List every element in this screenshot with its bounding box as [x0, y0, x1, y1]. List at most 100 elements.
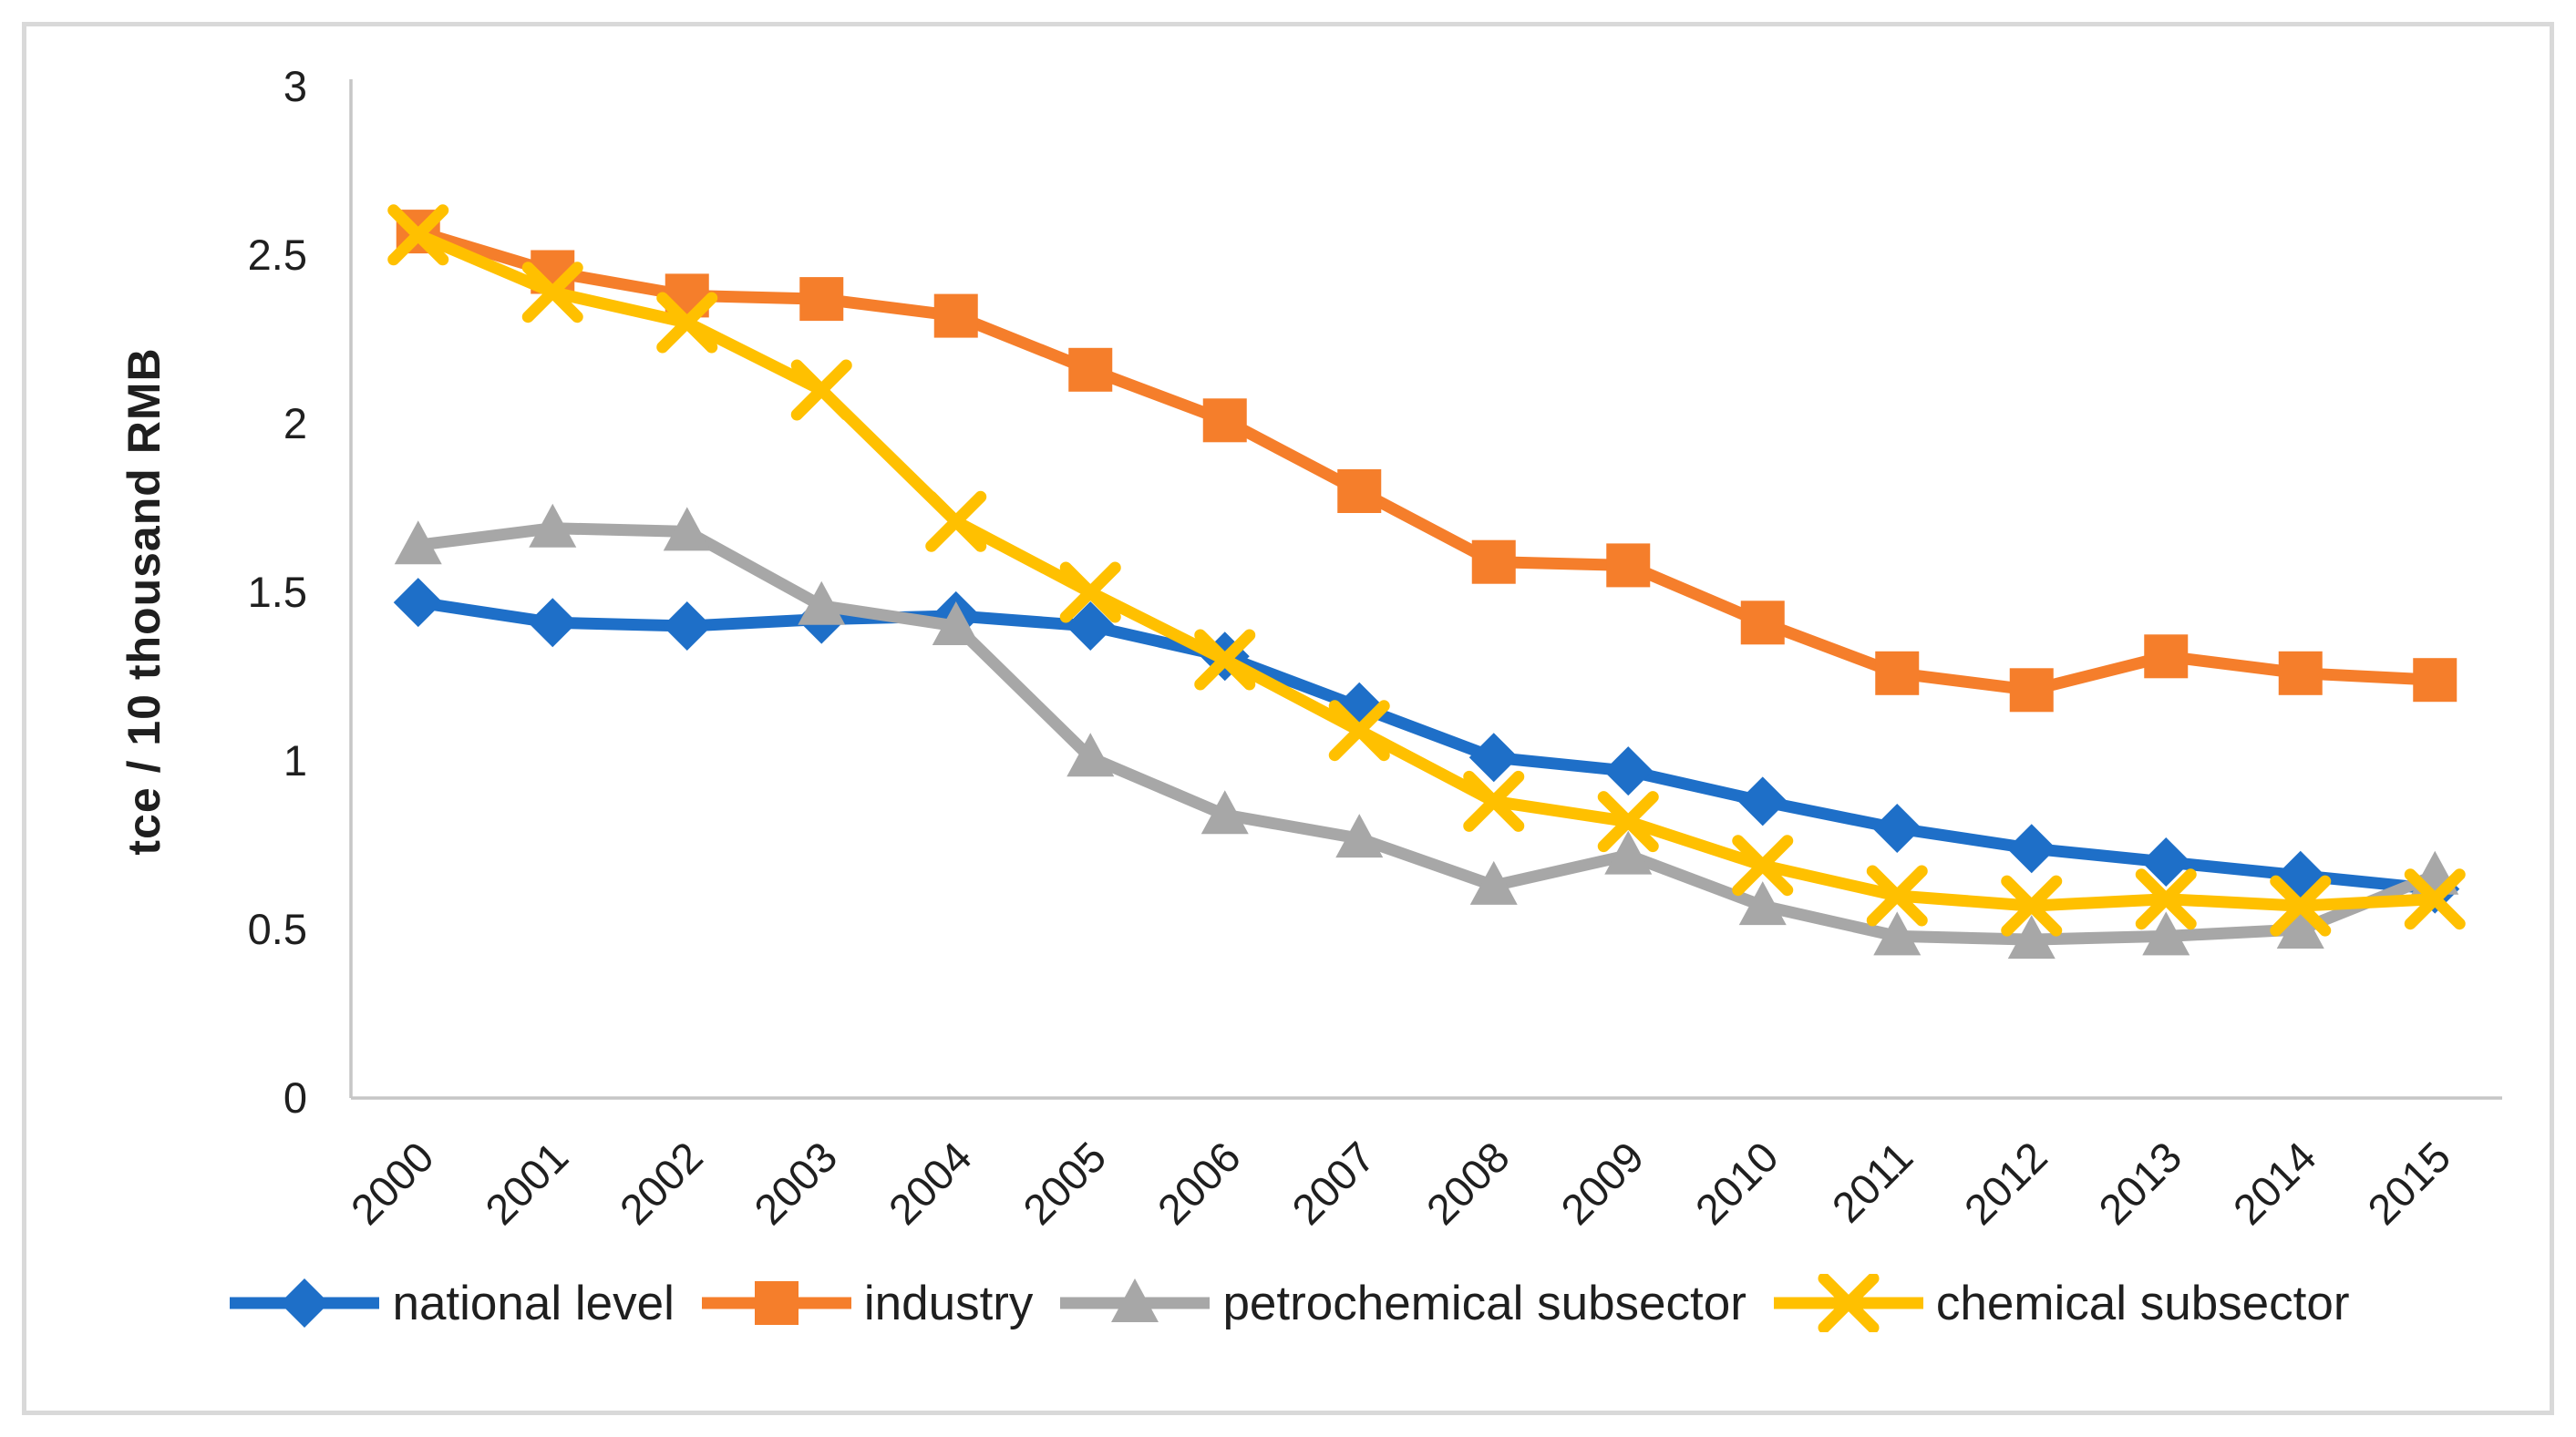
series-petrochemical-subsector-line: [412, 522, 2441, 946]
series-industry-marker-2003: [799, 277, 844, 322]
series-chemical-subsector-marker-2001: [521, 262, 583, 323]
series-industry-marker-2011: [1875, 651, 1920, 695]
series-petrochemical-subsector-marker-2000: [394, 520, 442, 565]
series-petrochemical-subsector-marker-2006: [1200, 790, 1249, 835]
series-industry-marker-2013: [2144, 634, 2189, 679]
series-national-level-marker-2012: [2006, 824, 2056, 874]
series-industry-marker-2007: [1337, 469, 1382, 513]
series-chemical-subsector-marker-2013: [2135, 868, 2197, 930]
x-tick-label-2009: 2009: [1551, 1133, 1653, 1234]
x-tick-label-2005: 2005: [1014, 1133, 1115, 1234]
series-petrochemical-subsector-marker-2008: [1469, 860, 1518, 905]
triangle-marker-icon: [1111, 1278, 1159, 1322]
series-national-level-marker-2010: [1737, 776, 1788, 826]
square-marker-icon: [754, 1281, 799, 1325]
x-tick-label-2011: 2011: [1822, 1133, 1922, 1232]
series-petrochemical-subsector-marker-2009: [1604, 830, 1653, 875]
x-tick-label-2001: 2001: [476, 1133, 577, 1234]
x-tick-label-2012: 2012: [1954, 1133, 2056, 1234]
series-industry-marker-2014: [2278, 651, 2323, 695]
diamond-marker-icon: [280, 1278, 330, 1328]
legend-item-chemical-subsector: chemical subsector: [1770, 1274, 2350, 1332]
legend: national level industry petrochemical subs…: [0, 1274, 2576, 1332]
series-chemical-subsector-marker-2003: [790, 359, 852, 421]
series-petrochemical-subsector-marker-2002: [663, 507, 711, 551]
x-tick-label-2002: 2002: [610, 1133, 711, 1234]
series-chemical-subsector-marker-2005: [1059, 561, 1121, 623]
series-industry-marker-2004: [933, 293, 978, 338]
x-tick-label-2000: 2000: [341, 1133, 442, 1234]
series-petrochemical-subsector-marker-2013: [2142, 911, 2190, 956]
legend-marker-chemical-subsector-icon: [1773, 1274, 1923, 1332]
series-chemical-subsector-marker-2000: [387, 204, 449, 266]
series-chemical-subsector-marker-2006: [1194, 629, 1256, 691]
series-chemical-subsector-marker-2007: [1328, 700, 1390, 762]
series-national-level-marker-2000: [393, 578, 443, 628]
x-tick-label-2015: 2015: [2358, 1133, 2459, 1234]
series-petrochemical-subsector-marker-2004: [932, 601, 980, 645]
series-petrochemical-subsector-marker-2014: [2276, 905, 2324, 949]
series-industry-marker-2015: [2413, 658, 2458, 703]
y-tick-label-0.5: 0.5: [248, 905, 307, 953]
series-petrochemical-subsector-marker-2007: [1335, 814, 1384, 858]
legend-item-national-level: national level: [226, 1274, 675, 1332]
x-tick-label-2014: 2014: [2223, 1133, 2324, 1234]
series-chemical-subsector-marker-2009: [1597, 791, 1659, 853]
x-cross-marker-icon: [1818, 1274, 1880, 1332]
series-national-level-marker-2001: [528, 598, 578, 648]
y-tick-label-1.5: 1.5: [248, 568, 307, 616]
legend-marker-industry-icon: [701, 1281, 851, 1325]
x-tick-label-2008: 2008: [1417, 1133, 1518, 1234]
series-chemical-subsector-marker-2010: [1732, 835, 1794, 897]
series-national-level-marker-2013: [2141, 837, 2191, 887]
y-tick-label-2: 2: [283, 399, 307, 447]
series-petrochemical-subsector-marker-2010: [1738, 881, 1787, 926]
y-tick-label-2.5: 2.5: [248, 231, 307, 279]
series-chemical-subsector-marker-2015: [2404, 868, 2466, 930]
legend-label-industry: industry: [863, 1276, 1034, 1330]
x-tick-label-2006: 2006: [1148, 1133, 1249, 1234]
series-chemical-subsector-marker-2004: [925, 490, 987, 552]
series-petrochemical-subsector-marker-2012: [2007, 915, 2056, 960]
series-national-level-marker-2005: [1066, 601, 1116, 651]
x-tick-label-2003: 2003: [745, 1133, 846, 1234]
y-tick-label-0: 0: [283, 1073, 307, 1122]
series-national-level-line: [412, 596, 2441, 896]
series-industry-marker-2006: [1202, 398, 1247, 443]
series-industry-marker-2008: [1471, 539, 1516, 584]
series-industry-marker-2010: [1740, 600, 1785, 645]
series-industry-marker-2009: [1606, 543, 1651, 588]
y-tick-label-3: 3: [283, 62, 307, 110]
series-petrochemical-subsector-marker-2003: [798, 580, 846, 625]
series-industry-marker-2012: [2009, 668, 2054, 713]
x-tick-label-2010: 2010: [1685, 1133, 1787, 1234]
series-chemical-subsector-line: [412, 229, 2441, 912]
legend-marker-national-level-icon: [230, 1278, 380, 1328]
legend-marker-petrochemical-subsector-icon: [1060, 1278, 1211, 1322]
series-petrochemical-subsector-marker-2001: [529, 503, 577, 548]
series-chemical-subsector-marker-2012: [2001, 875, 2063, 937]
legend-item-industry: industry: [698, 1274, 1034, 1332]
series-industry-line: [412, 225, 2441, 696]
x-tick-label-2007: 2007: [1283, 1133, 1384, 1234]
series-petrochemical-subsector-marker-2011: [1873, 911, 1922, 956]
series-national-level-marker-2011: [1872, 804, 1922, 853]
series-petrochemical-subsector-marker-2005: [1066, 733, 1115, 777]
series-chemical-subsector-marker-2002: [656, 292, 718, 354]
x-tick-label-2004: 2004: [879, 1133, 980, 1234]
y-axis-title: tce / 10 thousand RMB: [118, 347, 170, 856]
y-tick-label-1: 1: [283, 736, 307, 785]
series-chemical-subsector-marker-2011: [1866, 865, 1928, 927]
series-national-level-marker-2002: [662, 601, 712, 651]
series-national-level-marker-2009: [1603, 746, 1654, 796]
series-national-level-marker-2008: [1468, 733, 1519, 783]
legend-label-national-level: national level: [392, 1276, 675, 1330]
x-tick-label-2013: 2013: [2089, 1133, 2190, 1234]
legend-item-petrochemical-subsector: petrochemical subsector: [1056, 1274, 1747, 1332]
legend-label-chemical-subsector: chemical subsector: [1935, 1276, 2350, 1330]
series-chemical-subsector-marker-2008: [1463, 770, 1525, 832]
legend-label-petrochemical-subsector: petrochemical subsector: [1222, 1276, 1747, 1330]
series-industry-marker-2005: [1068, 347, 1113, 392]
